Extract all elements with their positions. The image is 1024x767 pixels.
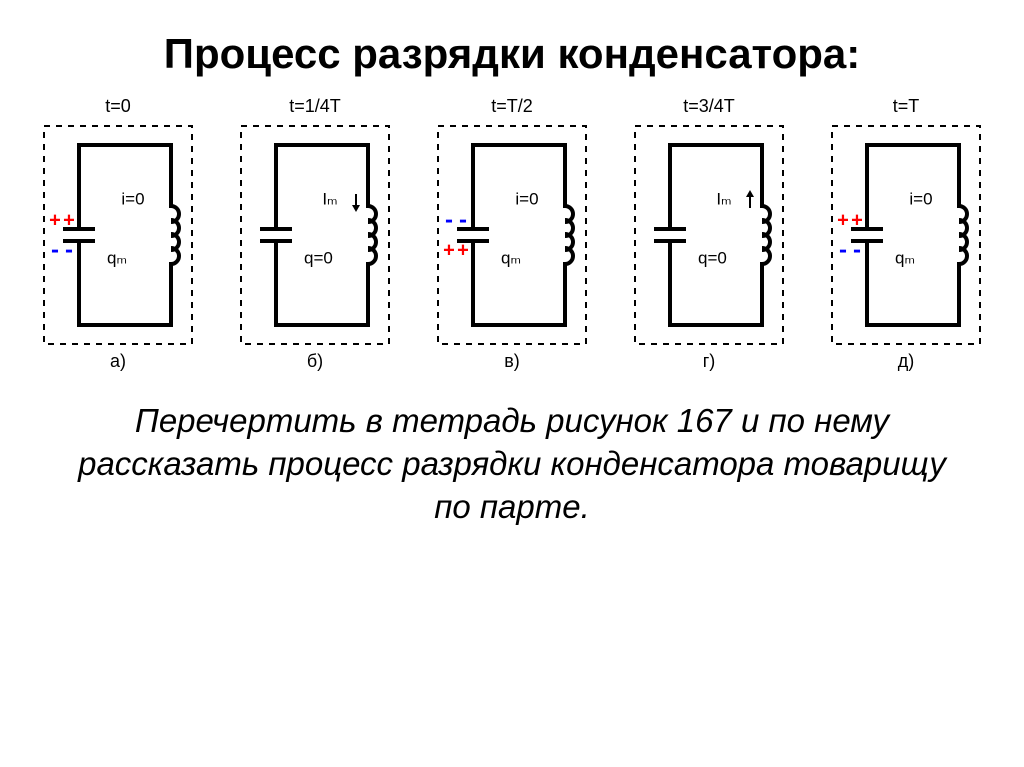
circuit-panel: t=1/4T q=0 Iₘ б) xyxy=(225,96,405,372)
time-label: t=1/4T xyxy=(289,96,341,117)
circuit-panel: t=3/4T q=0 Iₘ г) xyxy=(619,96,799,372)
circuit-panel: t=T/2--++qₘi=0в) xyxy=(422,96,602,372)
svg-text:q=0: q=0 xyxy=(698,249,727,268)
svg-text:i=0: i=0 xyxy=(121,190,144,209)
panel-letter-label: г) xyxy=(703,351,716,372)
lc-circuit-diagram: ++--qₘi=0 xyxy=(831,125,981,345)
svg-text:+: + xyxy=(837,210,849,232)
panel-letter-label: б) xyxy=(307,351,323,372)
panel-letter-label: а) xyxy=(110,351,126,372)
circuit-panel: t=0++--qₘi=0а) xyxy=(28,96,208,372)
svg-text:-: - xyxy=(65,237,73,264)
time-label: t=T/2 xyxy=(491,96,533,117)
lc-circuit-diagram: q=0 Iₘ xyxy=(240,125,390,345)
svg-text:+: + xyxy=(851,210,863,232)
svg-text:-: - xyxy=(445,207,453,234)
svg-text:-: - xyxy=(459,207,467,234)
time-label: t=0 xyxy=(105,96,131,117)
svg-text:+: + xyxy=(63,210,75,232)
svg-text:q=0: q=0 xyxy=(304,249,333,268)
page-title: Процесс разрядки конденсатора: xyxy=(40,30,984,78)
time-label: t=3/4T xyxy=(683,96,735,117)
lc-circuit-diagram: ++--qₘi=0 xyxy=(43,125,193,345)
svg-text:-: - xyxy=(853,237,861,264)
svg-text:Iₘ: Iₘ xyxy=(322,190,337,209)
svg-text:qₘ: qₘ xyxy=(501,249,521,268)
page: Процесс разрядки конденсатора: t=0++--qₘ… xyxy=(0,0,1024,767)
svg-text:+: + xyxy=(457,240,469,262)
svg-text:qₘ: qₘ xyxy=(107,249,127,268)
svg-text:+: + xyxy=(49,210,61,232)
svg-text:+: + xyxy=(443,240,455,262)
circuit-panel: t=T++--qₘi=0д) xyxy=(816,96,996,372)
lc-circuit-diagram: --++qₘi=0 xyxy=(437,125,587,345)
panel-letter-label: в) xyxy=(504,351,520,372)
panel-letter-label: д) xyxy=(898,351,915,372)
time-label: t=T xyxy=(893,96,920,117)
svg-text:-: - xyxy=(51,237,59,264)
instruction-text: Перечертить в тетрадь рисунок 167 и по н… xyxy=(60,400,964,529)
svg-text:i=0: i=0 xyxy=(909,190,932,209)
circuits-row: t=0++--qₘi=0а)t=1/4Tq=0Iₘб)t=T/2--++qₘi=… xyxy=(0,88,1024,372)
svg-text:i=0: i=0 xyxy=(515,190,538,209)
svg-text:Iₘ: Iₘ xyxy=(716,190,731,209)
lc-circuit-diagram: q=0 Iₘ xyxy=(634,125,784,345)
svg-text:qₘ: qₘ xyxy=(895,249,915,268)
svg-text:-: - xyxy=(839,237,847,264)
